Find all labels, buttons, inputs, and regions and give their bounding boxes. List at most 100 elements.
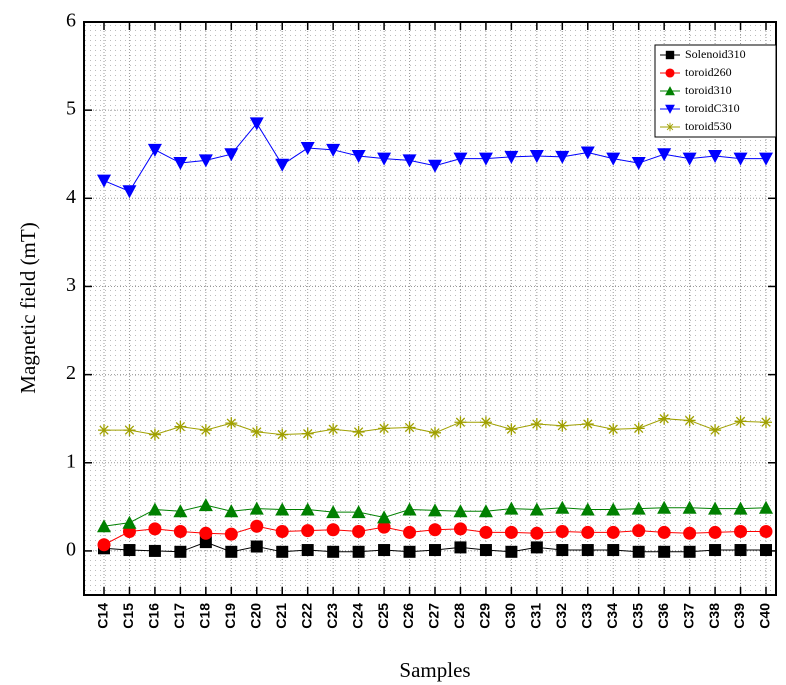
marker (580, 502, 595, 516)
x-tick-label: C28 (451, 603, 467, 629)
marker (504, 150, 519, 164)
x-tick-label: C26 (400, 603, 416, 629)
x-tick-label: C18 (197, 603, 213, 629)
legend-marker (665, 104, 675, 114)
marker (97, 538, 111, 552)
marker (453, 522, 467, 536)
marker (708, 501, 723, 515)
x-tick-label: C14 (95, 603, 111, 629)
marker (453, 152, 468, 166)
x-tick-label: C35 (629, 603, 645, 629)
marker (734, 415, 747, 428)
y-tick-label: 1 (66, 450, 76, 472)
marker (198, 154, 213, 168)
marker (224, 527, 238, 541)
marker (249, 501, 264, 515)
marker (123, 424, 136, 437)
marker (276, 545, 289, 558)
marker (378, 422, 391, 435)
marker (708, 525, 722, 539)
marker (276, 428, 289, 441)
marker (759, 500, 773, 514)
marker (301, 427, 314, 440)
legend-marker (665, 50, 675, 60)
marker (530, 417, 543, 430)
marker (97, 174, 111, 188)
marker (275, 502, 290, 516)
marker (199, 526, 213, 540)
x-tick-label: C17 (171, 603, 187, 629)
marker (428, 503, 442, 517)
marker (530, 541, 543, 554)
y-tick-label: 4 (66, 186, 76, 208)
marker (352, 525, 366, 539)
marker (632, 524, 646, 538)
legend-label: toroid310 (685, 83, 732, 97)
y-tick-label: 0 (66, 539, 76, 561)
marker (555, 525, 569, 539)
marker (402, 154, 417, 168)
x-tick-label: C40 (757, 603, 773, 629)
marker (327, 545, 340, 558)
y-axis-title: Magnetic field (mT) (16, 222, 40, 393)
x-tick-label: C16 (146, 603, 162, 629)
marker (173, 525, 187, 539)
marker (351, 505, 366, 519)
x-tick-label: C33 (578, 603, 594, 629)
marker (478, 504, 493, 518)
marker (250, 519, 264, 533)
marker (377, 510, 392, 524)
legend-label: toroid260 (685, 65, 732, 79)
marker (326, 523, 340, 537)
marker (657, 525, 671, 539)
marker (683, 414, 696, 427)
marker (478, 152, 493, 166)
marker (529, 149, 544, 163)
marker (173, 504, 188, 518)
plot-frame (83, 21, 777, 596)
x-axis-title: Samples (399, 658, 470, 682)
marker (429, 426, 441, 439)
marker (378, 544, 391, 557)
x-tick-label: C29 (477, 603, 493, 629)
marker (606, 502, 621, 516)
marker (301, 544, 314, 557)
marker (300, 142, 315, 156)
marker (733, 501, 748, 515)
marker (683, 545, 696, 558)
marker (479, 525, 493, 539)
marker (556, 544, 569, 557)
marker (403, 525, 417, 539)
x-tick-label: C36 (655, 603, 671, 629)
marker (402, 502, 417, 516)
x-tick-label: C15 (120, 603, 136, 629)
marker (403, 545, 416, 558)
x-tick-label: C38 (706, 603, 722, 629)
marker (657, 148, 672, 162)
marker (250, 540, 263, 553)
marker (225, 417, 238, 430)
marker (682, 500, 697, 514)
marker (504, 501, 519, 515)
marker (530, 526, 544, 540)
marker (632, 422, 645, 435)
marker (505, 545, 518, 558)
marker (377, 152, 392, 166)
marker (300, 502, 315, 516)
marker (429, 544, 441, 557)
marker (555, 150, 570, 164)
marker (556, 419, 569, 432)
marker (658, 545, 671, 558)
marker (505, 423, 518, 436)
marker (734, 525, 748, 539)
marker (122, 515, 137, 529)
x-tick-label: C23 (324, 603, 340, 629)
marker (97, 519, 111, 533)
legend-label: toroid530 (685, 119, 732, 133)
x-tick-label: C34 (604, 603, 620, 629)
x-tick-label: C21 (273, 603, 289, 629)
marker (632, 545, 645, 558)
marker (657, 500, 672, 514)
